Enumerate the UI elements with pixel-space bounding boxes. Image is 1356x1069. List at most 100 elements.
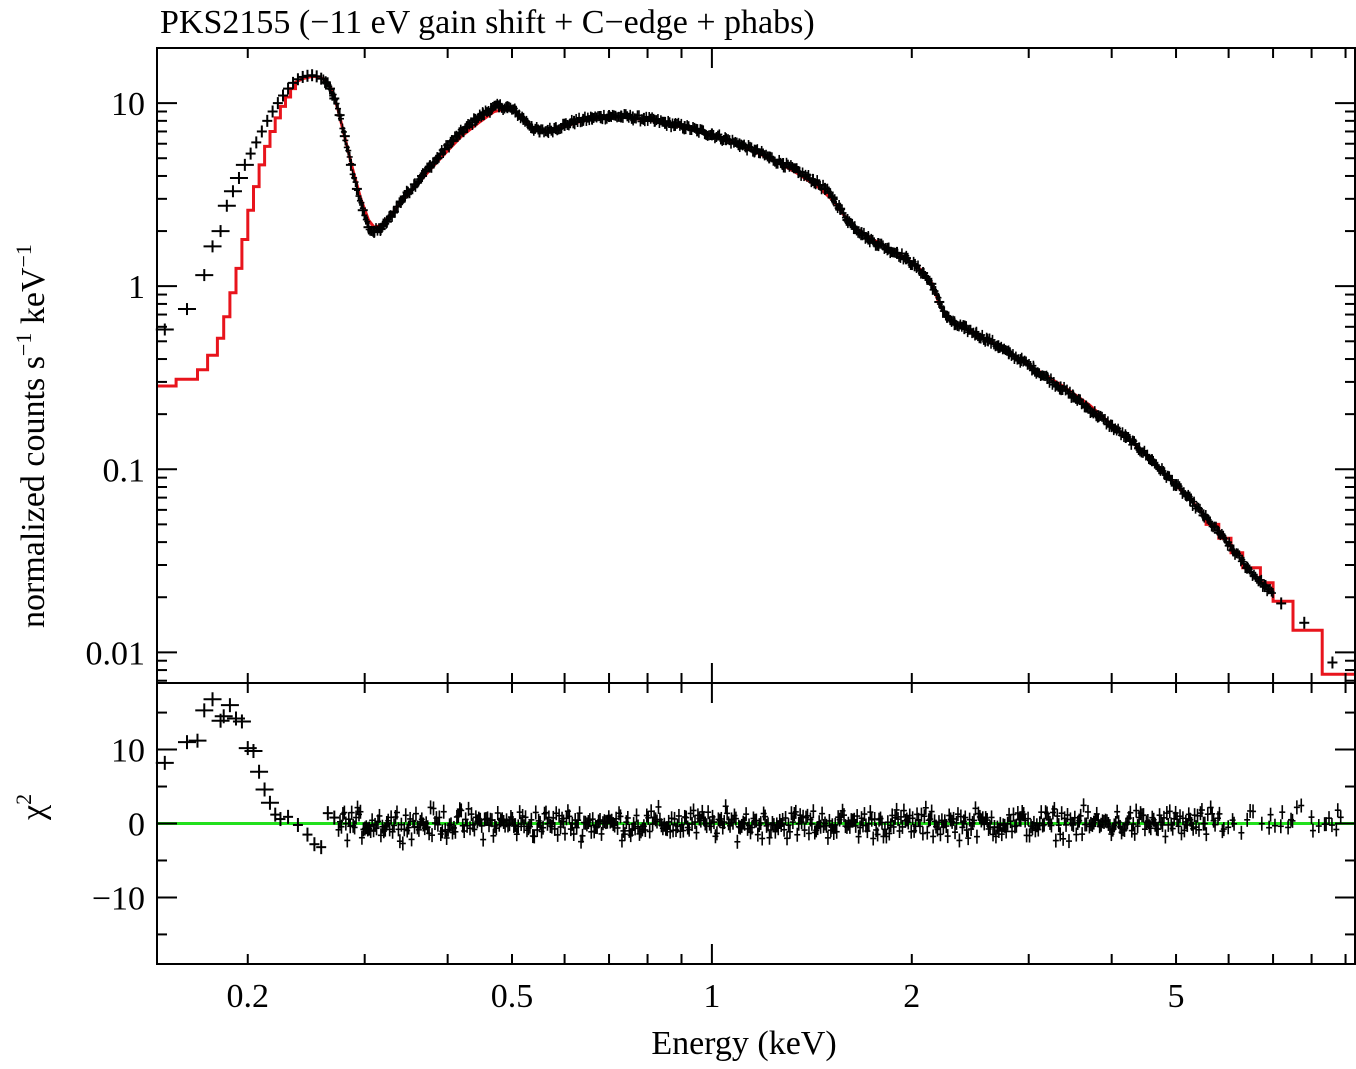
residual-point bbox=[995, 823, 1002, 838]
residual-point bbox=[1060, 831, 1067, 846]
residual-point bbox=[1266, 820, 1273, 835]
residual-point bbox=[1178, 826, 1185, 841]
residual-point bbox=[203, 692, 222, 707]
residual-point bbox=[399, 836, 406, 851]
residual-point bbox=[335, 822, 342, 837]
data-point bbox=[849, 218, 856, 229]
residual-point bbox=[654, 814, 661, 829]
residual-point bbox=[789, 815, 796, 830]
residual-point bbox=[906, 808, 913, 823]
residual-point bbox=[1285, 820, 1292, 835]
residual-point bbox=[1159, 817, 1166, 832]
residual-panel: 10 0 −10 0.2 0.5 1 2 5 bbox=[92, 682, 1356, 1015]
residual-point bbox=[664, 822, 671, 837]
residual-point bbox=[358, 830, 365, 845]
residual-point bbox=[632, 821, 639, 836]
residual-point bbox=[556, 808, 563, 823]
residual-point bbox=[519, 808, 526, 823]
residual-point bbox=[621, 827, 628, 842]
residual-point bbox=[478, 818, 485, 833]
data-point bbox=[1327, 656, 1338, 669]
residual-point bbox=[887, 818, 894, 833]
residual-point bbox=[458, 803, 465, 818]
residual-point bbox=[1140, 808, 1147, 823]
residual-point bbox=[874, 827, 881, 842]
residual-point bbox=[1166, 804, 1173, 819]
data-point bbox=[1091, 406, 1098, 417]
spectrum-frame bbox=[156, 47, 1356, 684]
data-point bbox=[251, 136, 262, 149]
residual-point bbox=[893, 802, 900, 817]
data-point bbox=[885, 242, 892, 253]
residual-point bbox=[516, 805, 523, 820]
data-point bbox=[428, 162, 435, 173]
data-point bbox=[1030, 360, 1037, 371]
residual-point bbox=[490, 828, 497, 843]
residual-point bbox=[1333, 822, 1340, 837]
residual-point bbox=[329, 810, 340, 825]
residual-point bbox=[1052, 833, 1059, 848]
residual-point bbox=[522, 810, 529, 825]
residual-point bbox=[680, 823, 687, 838]
data-point bbox=[1017, 357, 1024, 368]
residual-point bbox=[930, 829, 937, 844]
data-point bbox=[1240, 556, 1247, 567]
residual-point bbox=[997, 816, 1004, 831]
residual-point bbox=[467, 821, 474, 836]
residual-point bbox=[1175, 819, 1182, 834]
residual-point bbox=[391, 818, 398, 833]
residual-point bbox=[919, 826, 926, 841]
residual-point bbox=[1007, 814, 1014, 829]
residual-point bbox=[1328, 818, 1335, 833]
residual-point bbox=[897, 809, 904, 824]
data-point bbox=[229, 171, 248, 184]
residual-point bbox=[412, 806, 419, 821]
y-tick-label: 0.01 bbox=[86, 635, 146, 672]
residual-point bbox=[579, 828, 586, 843]
residual-point bbox=[560, 814, 567, 829]
residual-point bbox=[857, 820, 864, 835]
data-point bbox=[346, 151, 353, 162]
residual-point bbox=[792, 804, 799, 819]
residual-point bbox=[743, 807, 750, 822]
residual-point bbox=[713, 826, 720, 841]
residual-point bbox=[232, 714, 251, 729]
residual-point bbox=[376, 808, 383, 823]
x-tick-label: 5 bbox=[1168, 978, 1185, 1015]
residual-point bbox=[998, 827, 1005, 842]
residual-point bbox=[808, 816, 815, 831]
residual-point bbox=[573, 820, 580, 835]
residual-point bbox=[800, 809, 807, 824]
residual-point bbox=[734, 834, 741, 849]
residual-point bbox=[493, 821, 500, 836]
residual-point bbox=[909, 811, 916, 826]
residual-point bbox=[448, 817, 455, 832]
residual-y-tick-label: 10 bbox=[111, 733, 145, 770]
residual-point bbox=[1004, 816, 1011, 831]
residual-point bbox=[772, 824, 779, 839]
residual-point bbox=[563, 811, 570, 826]
residual-point bbox=[1250, 804, 1257, 819]
residual-point bbox=[1065, 834, 1072, 849]
residual-point bbox=[944, 829, 951, 844]
residual-point bbox=[155, 755, 174, 770]
residual-point bbox=[589, 812, 596, 827]
data-point bbox=[155, 323, 174, 336]
residual-point bbox=[1026, 828, 1033, 843]
residual-point bbox=[177, 735, 196, 750]
data-point bbox=[307, 69, 318, 82]
residual-point bbox=[275, 812, 286, 827]
residual-point bbox=[1130, 817, 1137, 832]
residual-point bbox=[890, 819, 897, 834]
residual-point bbox=[655, 799, 662, 814]
residual-point bbox=[302, 827, 313, 842]
residual-point bbox=[805, 826, 812, 841]
residual-point bbox=[833, 824, 840, 839]
residual-point bbox=[693, 825, 700, 840]
data-point bbox=[935, 292, 942, 303]
residual-point bbox=[794, 827, 801, 842]
residual-point bbox=[1010, 807, 1017, 822]
residual-point bbox=[554, 827, 561, 842]
residual-point bbox=[548, 819, 555, 834]
residual-point bbox=[1177, 809, 1184, 824]
